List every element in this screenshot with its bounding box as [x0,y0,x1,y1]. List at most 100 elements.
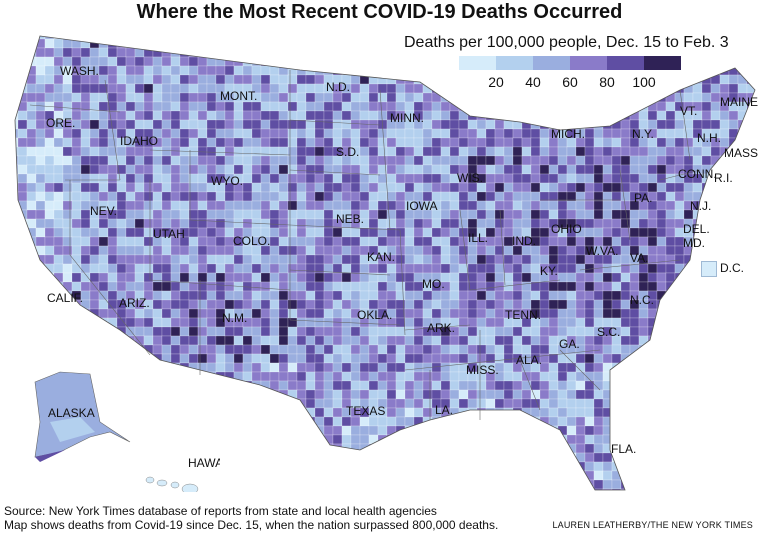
county-cell [593,371,604,382]
county-cell [728,209,739,220]
county-cell [260,407,271,418]
county-cell [494,290,505,301]
county-cell [710,38,721,49]
county-cell [584,164,595,175]
county-cell [323,56,334,67]
county-cell [611,407,622,418]
county-cell [188,155,199,166]
county-cell [467,389,478,400]
county-cell [413,389,424,400]
county-cell [521,83,532,94]
county-cell [395,470,406,481]
county-cell [107,182,118,193]
county-cell [710,398,721,409]
county-cell [476,65,487,76]
county-cell [305,200,316,211]
county-cell [242,299,253,310]
county-cell [62,245,73,256]
county-cell [35,47,46,58]
county-cell [476,380,487,391]
county-cell [611,47,622,58]
county-cell [0,345,9,354]
county-cell [629,110,640,121]
county-cell [15,344,19,355]
county-cell [584,389,595,400]
county-cell [368,182,379,193]
county-cell [413,236,424,247]
county-cell [674,461,685,472]
county-cell [341,36,352,40]
county-cell [611,290,622,301]
county-cell [296,281,307,292]
chart-title: Where the Most Recent COVID-19 Deaths Oc… [136,1,623,23]
county-cell [701,461,712,472]
county-cell [692,47,703,58]
county-cell [404,218,415,229]
county-cell [666,498,675,500]
county-cell [395,209,406,220]
county-cell [404,335,415,346]
county-cell [440,371,451,382]
county-cell [638,335,649,346]
county-cell [476,218,487,229]
county-cell [332,56,343,67]
county-cell [656,407,667,418]
county-cell [458,452,469,463]
county-cell [458,92,469,103]
county-cell [710,146,721,157]
county-cell [368,461,379,472]
county-cell [287,443,298,454]
county-cell [179,317,190,328]
county-cell [359,416,370,427]
county-cell [242,470,253,481]
source-note: Source: New York Times database of repor… [4,504,564,532]
us-outline [14,35,756,491]
county-cell [53,227,64,238]
county-cell [260,74,271,85]
county-cell [620,281,631,292]
county-cell [377,434,388,445]
county-cell [692,380,703,391]
county-cell [260,146,271,157]
county-cell [53,173,64,184]
county-cell [62,218,73,229]
county-cell [377,173,388,184]
county-cell [494,398,505,409]
county-cell [512,164,523,175]
county-cell [53,146,64,157]
county-cell [602,119,613,130]
county-cell [80,155,91,166]
county-cell [62,335,73,346]
county-cell [197,272,208,283]
county-cell [665,380,676,391]
county-cell [377,92,388,103]
county-cell [431,218,442,229]
county-cell [305,38,316,49]
county-cell [359,290,370,301]
county-cell [269,56,280,67]
county-cell [521,182,532,193]
source-line-1: Source: New York Times database of repor… [4,504,437,518]
county-cell [575,488,586,490]
county-cell [215,74,226,85]
county-cell [287,326,298,337]
state-label-miss: MISS. [466,363,499,377]
county-cell [269,245,280,256]
county-cell [395,128,406,139]
county-cell [15,371,19,382]
county-cell [314,173,325,184]
county-cell [557,236,568,247]
state-label-nm: N.M. [222,311,247,325]
county-cell [15,407,19,418]
county-cell [449,281,460,292]
county-cell [116,173,127,184]
county-cell [620,335,631,346]
county-cell [432,498,441,500]
county-cell [557,200,568,211]
county-cell [404,443,415,454]
county-cell [44,245,55,256]
county-cell [116,281,127,292]
county-cell [620,272,631,283]
county-cell [134,182,145,193]
county-cell [422,371,433,382]
